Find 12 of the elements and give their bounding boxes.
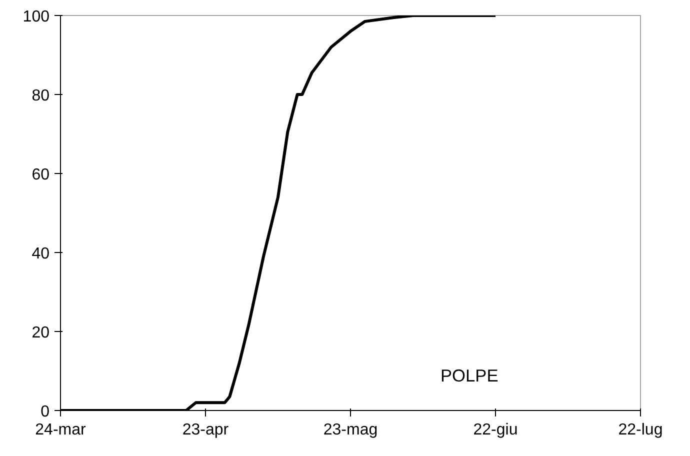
x-tick-label: 23-apr [182,422,230,438]
y-tick-label: 60 [32,166,50,184]
x-tick-label: 23-mag [323,422,378,438]
y-tick-label: 100 [22,8,50,26]
y-tick-label: 40 [32,246,50,262]
y-tick-label: 20 [32,324,50,342]
x-tick-label: 22-giu [473,422,518,438]
y-tick-label: 0 [40,404,50,420]
y-tick-label: 80 [32,88,50,104]
x-tick-label: 24-mar [35,422,87,438]
x-tick-label: 22-lug [618,422,663,438]
annotation: POLPE [440,366,498,386]
